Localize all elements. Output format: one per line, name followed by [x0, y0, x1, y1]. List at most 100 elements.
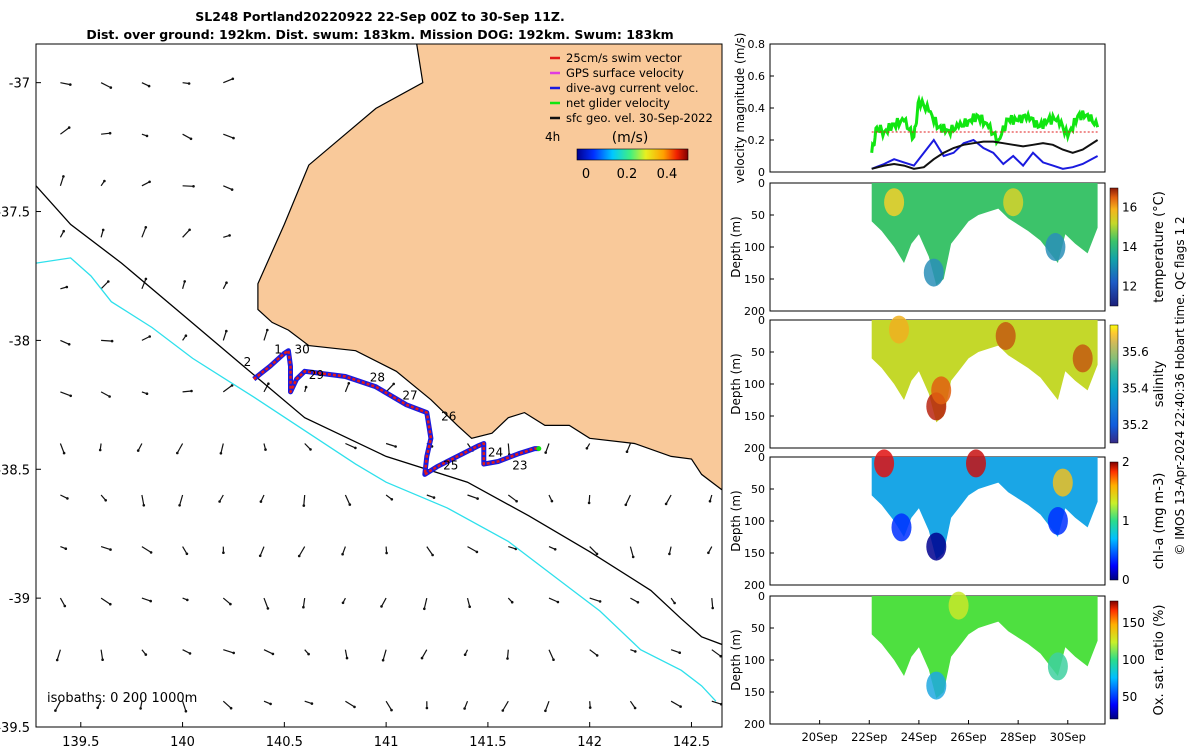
geo-velocity-arrow: [665, 494, 672, 505]
geo-velocity-arrow: [548, 649, 555, 660]
geo-velocity-arrow: [304, 443, 311, 450]
geo-velocity-arrow: [589, 597, 601, 602]
section-data-area: [871, 596, 1098, 699]
velocity-ytick-label: 0.2: [748, 134, 766, 147]
geo-velocity-arrow: [100, 391, 110, 398]
section-ylabel: Depth (m): [729, 490, 743, 551]
section-data-patch: [1047, 507, 1068, 535]
map-xtick-label: 140: [170, 735, 195, 750]
map-ytick-label: -38: [9, 334, 30, 349]
section-ytick-label: 200: [744, 305, 765, 318]
geo-velocity-arrowhead: [553, 548, 557, 551]
velocity-axes: [769, 43, 1106, 173]
geo-velocity-arrowhead: [183, 280, 186, 283]
geo-velocity-arrowhead: [185, 552, 189, 556]
geo-velocity-arrowhead: [625, 450, 629, 454]
section-ytick-label: 200: [744, 718, 765, 731]
geo-velocity-arrow: [466, 597, 471, 607]
legend-entry: GPS surface velocity: [566, 66, 684, 80]
geo-velocity-arrowhead: [585, 447, 589, 450]
geo-velocity-arrow: [101, 339, 113, 342]
geo-velocity-arrowhead: [302, 605, 305, 609]
section-xtick-label: 22Sep: [851, 730, 887, 744]
map-axis-ticks: 139.5 140 140.5 141 141.5 142 142.5 -37 -37.5 -38…: [0, 77, 710, 750]
geo-velocity-arrow: [182, 390, 192, 393]
section-ytick-label: 150: [744, 273, 765, 286]
geo-velocity-arrow: [426, 546, 434, 556]
salinity-section: 0 50 100 150 200 Depth (m) 35.2 35.4 35.6salinit…: [729, 314, 1167, 455]
geo-velocity-arrowhead: [96, 706, 99, 710]
geo-velocity-arrow: [56, 649, 61, 661]
geo-velocity-arrowhead: [348, 503, 352, 506]
geo-velocity-arrowhead: [476, 497, 479, 500]
section-ytick-label: 100: [744, 515, 765, 528]
geo-velocity-arrowhead: [668, 552, 671, 556]
velocity-ytick-label: 0.8: [748, 38, 766, 51]
geo-velocity-arrowhead: [62, 451, 66, 455]
section-ytick-label: 150: [744, 686, 765, 699]
section-data-area: [871, 320, 1098, 423]
geo-velocity-arrowhead: [587, 501, 591, 505]
geo-velocity-arrowhead: [552, 658, 555, 661]
map-xtick-label: 140.5: [266, 735, 303, 750]
geo-velocity-arrowhead: [67, 126, 71, 129]
geo-velocity-arrowhead: [544, 451, 547, 454]
track-day-label: 24: [488, 445, 503, 459]
section-colorbar: [1109, 600, 1119, 720]
section-ytick-label: 0: [758, 451, 765, 464]
geo-velocity-arrowhead: [269, 702, 272, 706]
geo-velocity-arrowhead: [176, 451, 179, 455]
geo-velocity-arrowhead: [510, 600, 514, 604]
section-colorbar-tick: 35.4: [1122, 382, 1149, 396]
geo-velocity-arrowhead: [711, 606, 714, 610]
geo-velocity-arrowhead: [423, 607, 426, 611]
map-colorbar-ticks: 0 0.2 0.4: [582, 167, 677, 182]
velocity-series-line: [871, 139, 1099, 170]
map-colorbar-tick: 0.4: [657, 167, 678, 182]
geo-velocity-arrowhead: [678, 651, 681, 654]
geo-velocity-arrow: [59, 176, 64, 186]
geo-velocity-arrowhead: [392, 382, 396, 386]
section-data-area: [871, 183, 1098, 286]
section-colorbar-tick: 12: [1122, 279, 1137, 293]
geo-velocity-arrow: [625, 494, 631, 506]
section-ytick-label: 150: [744, 547, 765, 560]
geo-velocity-arrow: [711, 700, 722, 705]
temperature-section: 0 50 100 150 200 Depth (m) 12 14 16 temperature (…: [729, 177, 1167, 318]
geo-velocity-arrowhead: [145, 392, 149, 396]
geo-velocity-arrow: [60, 127, 70, 135]
geo-velocity-arrow: [100, 649, 104, 660]
geo-velocity-arrow: [382, 649, 387, 661]
geo-velocity-arrow: [263, 597, 269, 609]
geo-velocity-arrow: [54, 700, 61, 711]
map-ytick-label: -37.5: [0, 206, 30, 221]
legend-entry: net glider velocity: [566, 96, 670, 110]
colorbar-unit-label: (m/s): [612, 130, 649, 146]
geo-velocity-arrowhead: [556, 600, 560, 604]
map-xtick-label: 141: [374, 735, 399, 750]
geo-velocity-arrowhead: [148, 180, 151, 184]
geo-velocity-arrow: [711, 649, 722, 657]
map-colorbar-tick: 0: [582, 167, 590, 182]
section-ytick-label: 0: [758, 590, 765, 603]
section-colorbar-label: chl-a (mg m-3): [1152, 473, 1167, 570]
geo-velocity-arrow: [423, 597, 428, 609]
geo-velocity-arrowhead: [588, 706, 592, 709]
geo-velocity-arrowhead: [673, 601, 676, 605]
geo-velocity-arrowhead: [145, 134, 149, 138]
geo-velocity-arrowhead: [390, 708, 393, 712]
geo-velocity-arrowhead: [222, 551, 225, 554]
geo-velocity-arrow: [223, 78, 234, 84]
geo-velocity-arrowhead: [258, 554, 262, 558]
geo-velocity-arrow: [502, 700, 509, 711]
section-colorbar-label: temperature (°C): [1152, 191, 1167, 303]
map-xtick-label: 141.5: [469, 735, 506, 750]
geo-velocity-arrow: [101, 132, 111, 135]
geo-velocity-arrowhead: [65, 285, 69, 289]
track-day-label: 27: [402, 389, 417, 403]
geo-velocity-arrowhead: [432, 496, 436, 499]
map-xtick-label: 139.5: [62, 735, 99, 750]
geo-velocity-arrow: [141, 227, 147, 238]
geo-velocity-arrow: [589, 649, 598, 656]
